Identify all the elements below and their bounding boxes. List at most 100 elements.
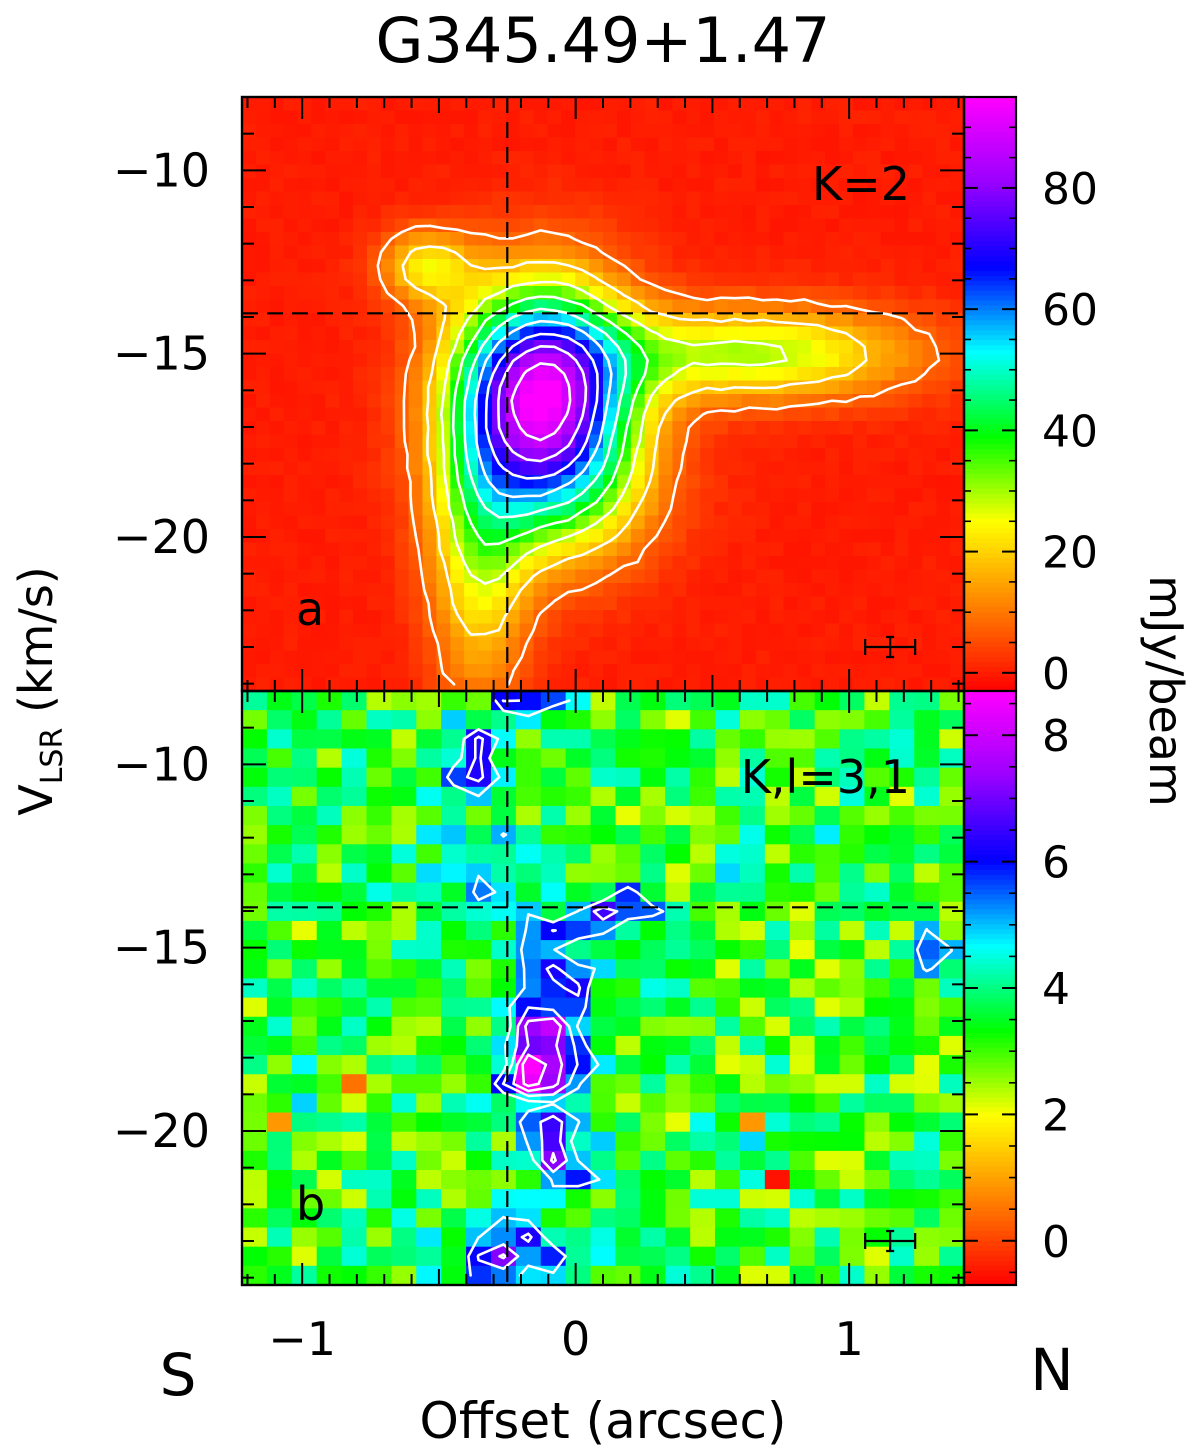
panel-b-cell bbox=[242, 1246, 268, 1267]
colorbar-a-swatch bbox=[964, 497, 1016, 504]
panel-a-cell bbox=[603, 677, 618, 691]
panel-a-cell bbox=[380, 637, 396, 652]
panel-a-cell bbox=[422, 340, 437, 355]
panel-a-cell bbox=[325, 164, 340, 179]
panel-a-cell bbox=[436, 151, 451, 166]
panel-a-cell bbox=[936, 272, 951, 287]
panel-a-cell bbox=[297, 394, 313, 409]
panel-a-cell bbox=[242, 124, 257, 139]
panel-a-cell bbox=[811, 556, 826, 571]
panel-a-cell bbox=[366, 151, 382, 166]
panel-a-cell bbox=[825, 461, 840, 476]
panel-a-cell bbox=[686, 151, 701, 166]
panel-a-cell bbox=[339, 137, 354, 152]
panel-a-cell bbox=[811, 259, 826, 274]
panel-a-cell bbox=[811, 340, 826, 355]
panel-a-cell bbox=[658, 137, 674, 152]
panel-a-cell bbox=[450, 556, 465, 571]
panel-a-cell bbox=[852, 488, 868, 503]
colorbar-b-swatch bbox=[964, 913, 1016, 920]
panel-a-cell bbox=[783, 650, 798, 665]
panel-a-cell bbox=[880, 191, 896, 206]
panel-b-cell bbox=[715, 691, 741, 711]
panel-a-cell bbox=[658, 448, 674, 463]
panel-a-cell bbox=[797, 164, 812, 179]
panel-a-cell bbox=[852, 286, 868, 301]
colorbar-b-swatch bbox=[964, 1096, 1016, 1103]
panel-a-cell bbox=[644, 353, 660, 368]
panel-b-cell bbox=[242, 959, 268, 980]
panel-b-cell bbox=[764, 844, 791, 865]
panel-a-cell bbox=[936, 259, 951, 274]
panel-a-cell bbox=[339, 380, 354, 395]
panel-a-cell bbox=[783, 461, 798, 476]
panel-a-cell bbox=[852, 151, 868, 166]
panel-b-cell bbox=[864, 1093, 890, 1114]
panel-b-cell bbox=[789, 978, 816, 999]
panel-b-cell bbox=[391, 920, 417, 941]
panel-a-cell bbox=[380, 110, 396, 125]
panel-a-cell bbox=[880, 610, 896, 625]
panel-a-cell bbox=[325, 650, 340, 665]
panel-a-cell bbox=[491, 461, 507, 476]
panel-a-cell bbox=[811, 164, 826, 179]
panel-a-cell bbox=[755, 164, 771, 179]
panel-a-cell bbox=[922, 191, 937, 206]
panel-a-cell bbox=[339, 232, 354, 247]
panel-a-cell bbox=[519, 164, 535, 179]
panel-a-cell bbox=[255, 407, 271, 422]
panel-a-cell bbox=[908, 488, 923, 503]
panel-b-cell bbox=[889, 1189, 915, 1209]
panel-a-cell bbox=[700, 583, 715, 598]
panel-a-cell bbox=[908, 664, 923, 679]
panel-a-cell bbox=[686, 178, 701, 193]
panel-a-cell bbox=[630, 272, 646, 287]
panel-b-cell bbox=[640, 1246, 666, 1267]
panel-a-cell bbox=[533, 218, 549, 233]
panel-b-cell bbox=[466, 1265, 492, 1285]
panel-a-cell bbox=[630, 178, 646, 193]
panel-b-cell bbox=[764, 1093, 791, 1114]
panel-a-cell bbox=[839, 623, 854, 638]
panel-a-cell bbox=[255, 461, 271, 476]
panel-a-cell bbox=[366, 421, 382, 436]
panel-a-cell bbox=[825, 542, 840, 557]
panel-a-cell bbox=[769, 394, 785, 409]
colorbar-b-swatch bbox=[964, 958, 1016, 964]
panel-b-cell bbox=[764, 863, 791, 884]
panel-a-cell bbox=[325, 151, 340, 166]
panel-a-cell bbox=[950, 569, 964, 584]
panel-a-cell bbox=[825, 637, 840, 652]
panel-b-cell bbox=[839, 1035, 866, 1056]
panel-b-cell bbox=[391, 844, 417, 865]
panel-b-cell bbox=[690, 1055, 716, 1075]
panel-a-cell bbox=[686, 569, 701, 584]
panel-a-cell bbox=[325, 583, 340, 598]
panel-a-cell bbox=[686, 272, 701, 287]
panel-a-cell bbox=[589, 529, 604, 544]
colorbar-a-swatch bbox=[964, 463, 1016, 469]
panel-b-cell bbox=[690, 978, 716, 999]
panel-a-cell bbox=[783, 110, 798, 125]
panel-a-cell bbox=[269, 178, 285, 193]
panel-a-cell bbox=[783, 272, 798, 287]
panel-a-cell bbox=[769, 610, 785, 625]
panel-b-cell bbox=[764, 729, 791, 750]
panel-a-cell bbox=[380, 448, 396, 463]
panel-b-cell bbox=[839, 1170, 866, 1190]
panel-a-cell bbox=[394, 380, 410, 395]
panel-a-cell bbox=[242, 245, 257, 260]
panel-b-cell bbox=[690, 710, 716, 730]
panel-a-cell bbox=[741, 151, 757, 166]
panel-a-cell bbox=[533, 245, 549, 260]
panel-a-cell bbox=[603, 205, 618, 220]
panel-a-cell bbox=[783, 542, 798, 557]
panel-a-cell bbox=[936, 596, 951, 611]
panel-a-cell bbox=[769, 259, 785, 274]
panel-a-cell bbox=[769, 272, 785, 287]
panel-a-cell bbox=[519, 380, 535, 395]
panel-a-cell bbox=[852, 272, 868, 287]
panel-b-cell bbox=[316, 901, 343, 922]
panel-a-cell bbox=[339, 245, 354, 260]
panel-a-cell bbox=[866, 259, 882, 274]
